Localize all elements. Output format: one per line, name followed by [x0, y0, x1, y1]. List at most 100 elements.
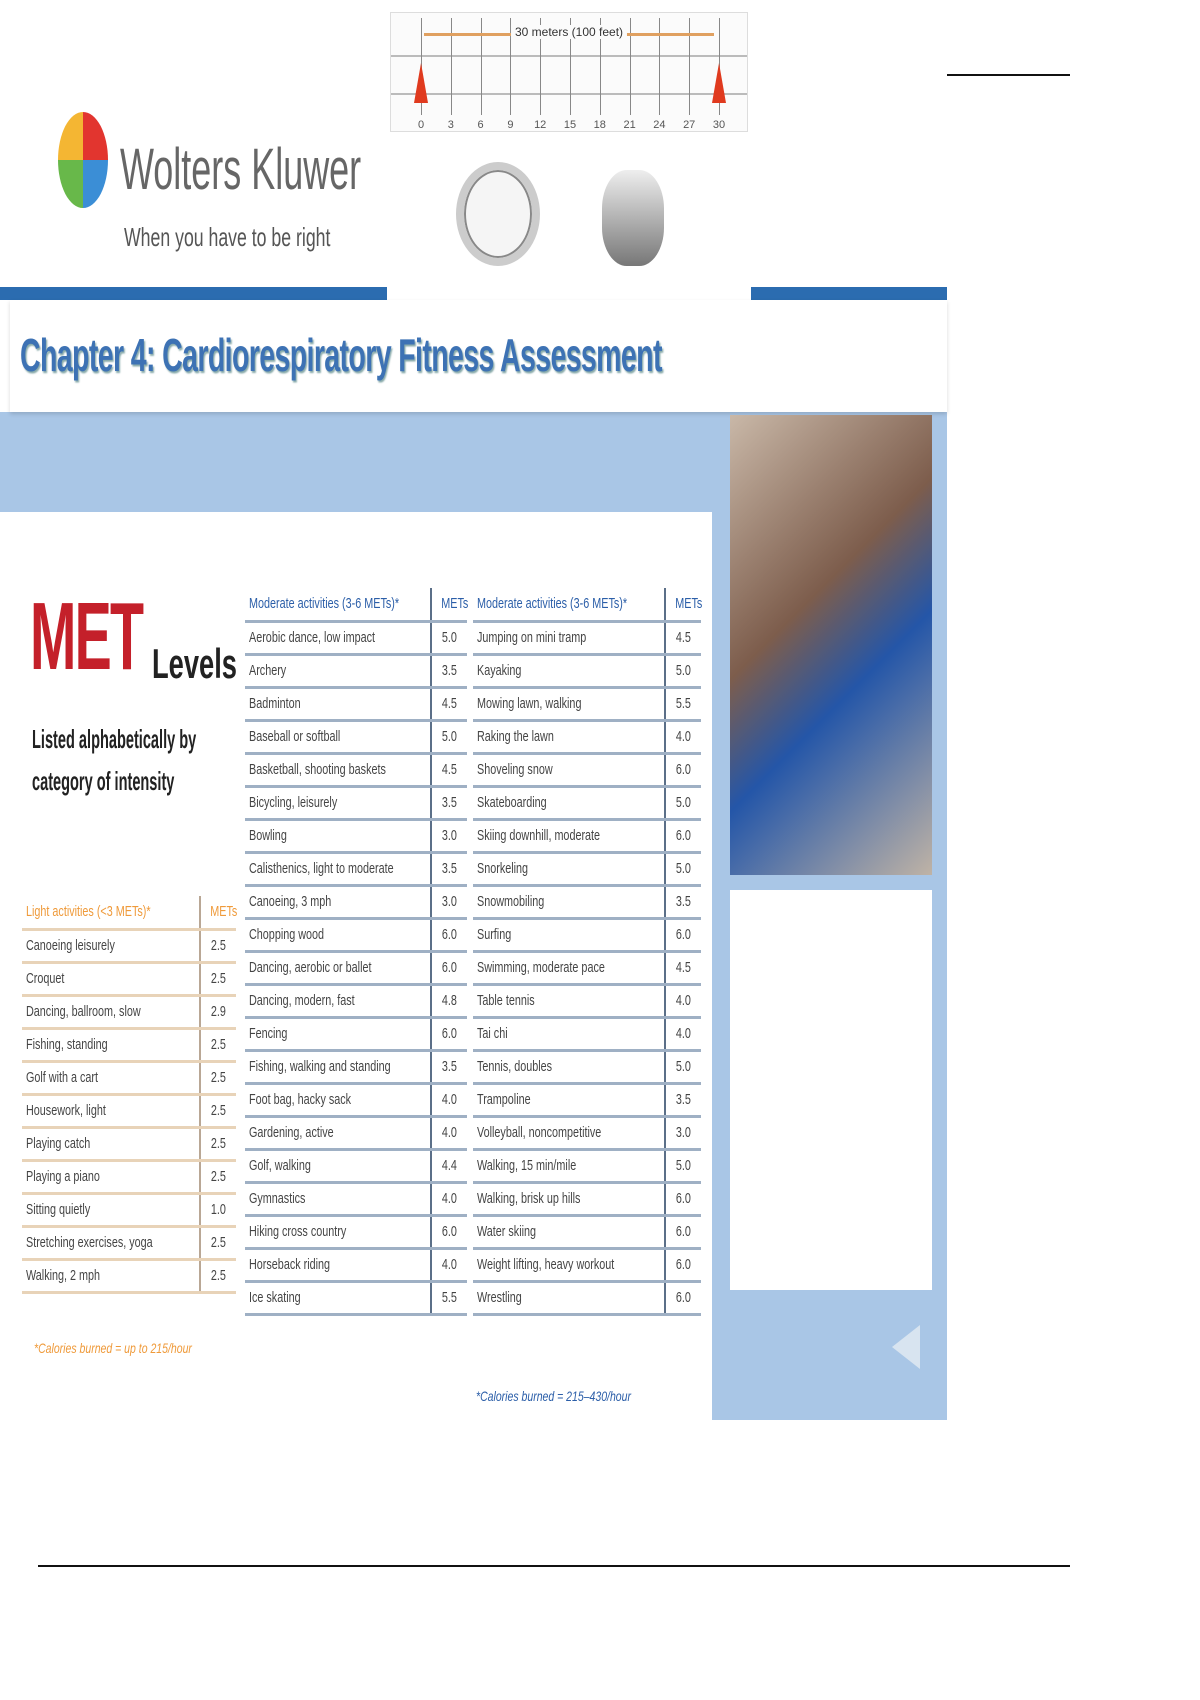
- activity-name: Dancing, modern, fast: [245, 984, 431, 1019]
- activity-name: Gardening, active: [245, 1116, 431, 1151]
- activity-name: Calisthenics, light to moderate: [245, 852, 431, 887]
- table-row: Gymnastics 4.0: [245, 1182, 467, 1217]
- activity-name: Golf with a cart: [22, 1061, 200, 1096]
- ruler-tick-label: 6: [477, 119, 484, 131]
- met-value: 6.0: [430, 951, 467, 986]
- ruler-gridline: [570, 18, 571, 115]
- met-value: 2.5: [199, 1226, 236, 1261]
- ruler-tick-label: 3: [447, 119, 454, 131]
- activity-name: Archery: [245, 654, 431, 689]
- table-row: Calisthenics, light to moderate 3.5: [245, 852, 467, 887]
- activity-name: Foot bag, hacky sack: [245, 1083, 431, 1118]
- activity-name: Mowing lawn, walking: [473, 687, 665, 722]
- table-row: Croquet 2.5: [22, 962, 236, 997]
- table-row: Gardening, active 4.0: [245, 1116, 467, 1151]
- traffic-cone-icon: [414, 63, 428, 103]
- met-value: 6.0: [664, 1215, 701, 1250]
- met-value: 5.0: [664, 852, 701, 887]
- met-value: 6.0: [664, 1182, 701, 1217]
- met-value: 3.5: [430, 1050, 467, 1085]
- met-value: 4.0: [664, 1017, 701, 1052]
- ruler-tick-label: 30: [712, 119, 726, 131]
- activity-name: Housework, light: [22, 1094, 200, 1129]
- table-row: Surfing 6.0: [473, 918, 701, 953]
- ruler-tick-label: 0: [417, 119, 425, 131]
- met-value: 5.5: [664, 687, 701, 722]
- table-row: Table tennis 4.0: [473, 984, 701, 1019]
- met-value: 5.0: [664, 654, 701, 689]
- table-row: Bowling 3.0: [245, 819, 467, 854]
- activity-name: Fencing: [245, 1017, 431, 1052]
- table-row: Snowmobiling 3.5: [473, 885, 701, 920]
- table-row: Bicycling, leisurely 3.5: [245, 786, 467, 821]
- met-value: 3.5: [430, 654, 467, 689]
- table-row: Fencing 6.0: [245, 1017, 467, 1052]
- met-value: 6.0: [430, 918, 467, 953]
- met-value: 6.0: [664, 819, 701, 854]
- met-value: 2.5: [199, 1028, 236, 1063]
- activity-name: Dancing, aerobic or ballet: [245, 951, 431, 986]
- met-value: 3.5: [664, 1083, 701, 1118]
- slide-title: Chapter 4: Cardiorespiratory Fitness Ass…: [20, 329, 662, 381]
- activity-name: Wrestling: [473, 1281, 665, 1316]
- table-row: Ice skating 5.5: [245, 1281, 467, 1316]
- ruler-tick-label: 24: [653, 119, 666, 131]
- ruler-tick-label: 21: [623, 119, 636, 131]
- activity-name: Gymnastics: [245, 1182, 431, 1217]
- light-footnote: *Calories burned = up to 215/hour: [34, 1340, 192, 1356]
- ruler-gridline: [540, 18, 542, 115]
- header-bar-left: [0, 287, 387, 300]
- met-value: 3.5: [430, 852, 467, 887]
- table-row: Walking, 2 mph 2.5: [22, 1259, 236, 1294]
- met-value: 2.5: [199, 1259, 236, 1294]
- moderate-footnote: *Calories burned = 215–430/hour: [476, 1388, 631, 1404]
- met-value: 4.0: [664, 720, 701, 755]
- table-row: Chopping wood 6.0: [245, 918, 467, 953]
- activity-name: Skiing downhill, moderate: [473, 819, 665, 854]
- met-value: 2.5: [199, 1094, 236, 1129]
- tally-counter-icon: [602, 170, 664, 266]
- activity-name: Tennis, doubles: [473, 1050, 665, 1085]
- table-row: Canoeing leisurely 2.5: [22, 929, 236, 964]
- table-row: Dancing, aerobic or ballet 6.0: [245, 951, 467, 986]
- activity-name: Tai chi: [473, 1017, 665, 1052]
- met-value: 1.0: [199, 1193, 236, 1228]
- activity-name: Shoveling snow: [473, 753, 665, 788]
- ruler-tick-label: 15: [563, 119, 577, 131]
- activity-name: Baseball or softball: [245, 720, 431, 755]
- distance-label: 30 meters (100 feet): [510, 25, 628, 39]
- table-row: Basketball, shooting baskets 4.5: [245, 753, 467, 788]
- activity-name: Aerobic dance, low impact: [245, 621, 431, 656]
- table-row: Walking, 15 min/mile 5.0: [473, 1149, 701, 1184]
- moderate-activities-table-2: Moderate activities (3-6 METs)* METs Jumpi…: [473, 588, 702, 1316]
- met-value: 2.5: [199, 1061, 236, 1096]
- activity-name: Surfing: [473, 918, 665, 953]
- met-value: 2.5: [199, 1127, 236, 1162]
- activity-name: Playing a piano: [22, 1160, 200, 1195]
- table-row: Trampoline 3.5: [473, 1083, 701, 1118]
- activity-name: Fishing, standing: [22, 1028, 200, 1063]
- activity-name: Walking, 2 mph: [22, 1259, 200, 1294]
- ruler-gridline: [689, 18, 691, 115]
- table-row: Archery 3.5: [245, 654, 467, 689]
- table-row: Volleyball, noncompetitive 3.0: [473, 1116, 701, 1151]
- speaker-icon[interactable]: [892, 1325, 920, 1369]
- table-row: Badminton 4.5: [245, 687, 467, 722]
- activity-name: Hiking cross country: [245, 1215, 431, 1250]
- table-row: Water skiing 6.0: [473, 1215, 701, 1250]
- traffic-cone-icon: [712, 63, 726, 103]
- ruler-tick-label: 27: [683, 119, 696, 131]
- met-value: 2.5: [199, 1160, 236, 1195]
- activity-name: Volleyball, noncompetitive: [473, 1116, 665, 1151]
- table-row: Stretching exercises, yoga 2.5: [22, 1226, 236, 1261]
- met-value: 4.0: [430, 1248, 467, 1283]
- met-value: 4.8: [430, 984, 467, 1019]
- table-row: Snorkeling 5.0: [473, 852, 701, 887]
- stopwatch-icon: [456, 162, 540, 266]
- table-row: Swimming, moderate pace 4.5: [473, 951, 701, 986]
- activity-name: Table tennis: [473, 984, 665, 1019]
- table-row: Fishing, standing 2.5: [22, 1028, 236, 1063]
- activity-name: Water skiing: [473, 1215, 665, 1250]
- ruler-gridline: [629, 18, 631, 115]
- table-header-activity: Light activities (<3 METs)*: [22, 896, 200, 931]
